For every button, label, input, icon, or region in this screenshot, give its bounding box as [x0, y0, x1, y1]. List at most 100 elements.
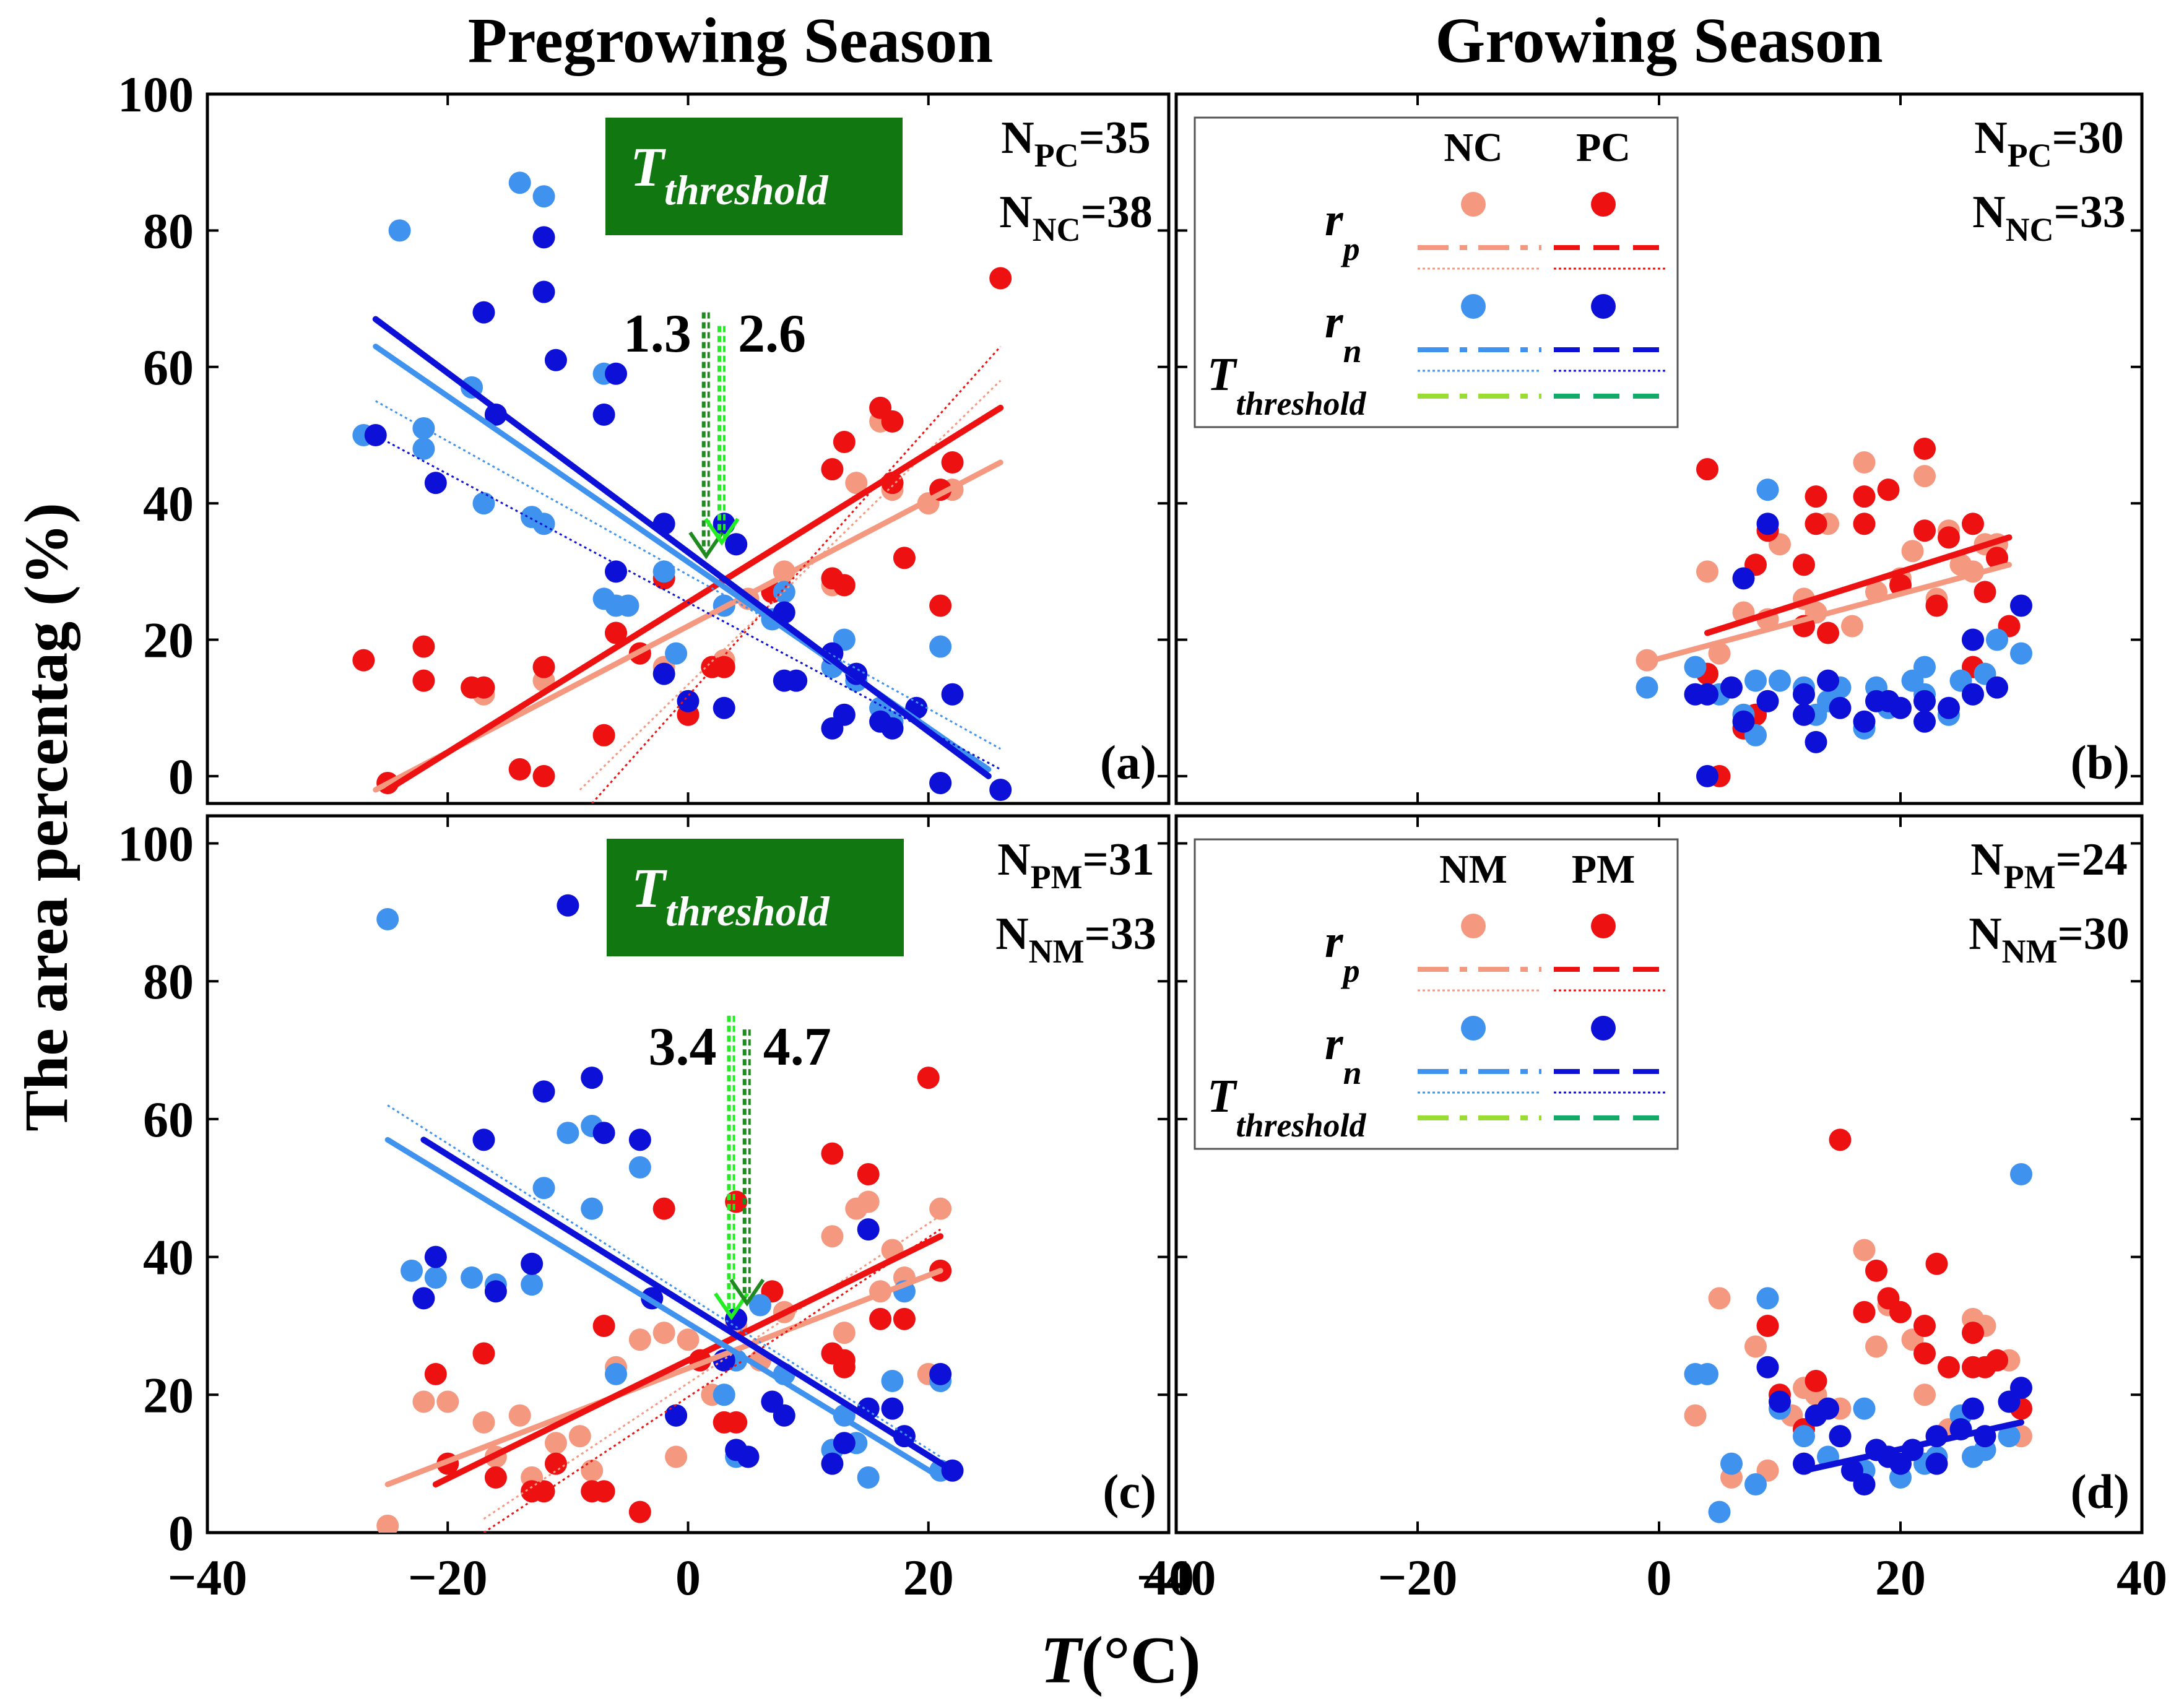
legend-marker [1591, 192, 1616, 217]
x-tick-label: −40 [1137, 1549, 1216, 1606]
y-tick-label: 80 [143, 953, 194, 1010]
point-neg_nonmain [617, 594, 639, 617]
threshold-box [605, 118, 903, 235]
point-neg_main [581, 1067, 604, 1089]
x-axis-unit: (°C) [1081, 1624, 1200, 1697]
point-pos_nonmain [1865, 1335, 1887, 1358]
point-neg_main [941, 683, 964, 706]
point-neg_main [833, 703, 856, 726]
point-neg_main [1829, 696, 1852, 719]
point-neg_main [532, 280, 555, 303]
legend-row-sub: p [1341, 230, 1360, 267]
point-neg_main [532, 226, 555, 249]
x-tick-label: 20 [1875, 1549, 1926, 1606]
point-pos_main [1913, 1314, 1936, 1337]
legend-row-main: r [1325, 915, 1344, 967]
y-tick-label: 60 [143, 1091, 194, 1148]
point-pos_main [472, 1342, 495, 1365]
point-pos_main [1793, 553, 1815, 576]
point-pos_main [1913, 519, 1936, 542]
point-pos_main [1962, 513, 1984, 535]
legend-row-label: rp [1325, 194, 1360, 267]
plot-area-c [376, 894, 964, 1533]
n-count-label: NPC=35 [1001, 113, 1151, 174]
point-neg_nonmain [472, 492, 495, 515]
threshold-value-2.6: 2.6 [738, 304, 806, 364]
fit-line-pos_main [384, 404, 1004, 793]
point-pos_nonmain [1708, 1287, 1731, 1310]
x-axis-var: T [1040, 1624, 1083, 1697]
point-neg_nonmain [1913, 656, 1936, 678]
legend-box [1194, 116, 1679, 428]
point-neg_main [1696, 683, 1718, 706]
fit-line-neg_main [420, 1136, 956, 1474]
point-pos_nonmain [1684, 1404, 1707, 1427]
point-pos_main [352, 649, 375, 672]
title-pregrowing: Pregrowing Season [468, 5, 993, 76]
point-neg_nonmain [388, 219, 411, 242]
point-neg_main [2010, 1377, 2032, 1400]
point-pos_nonmain [544, 1432, 567, 1455]
n-count-base: N [1972, 187, 2005, 238]
point-pos_main [1696, 458, 1718, 481]
point-neg_main [1962, 683, 1984, 706]
point-neg_nonmain [929, 635, 952, 658]
point-neg_nonmain [652, 560, 675, 583]
legend-row-sub: threshold [1236, 385, 1366, 422]
point-pos_main [532, 764, 555, 787]
n-count-base: N [1970, 834, 2003, 885]
x-tick-label: 0 [675, 1549, 701, 1606]
threshold-box [607, 839, 904, 956]
fit-line-dotted-pos_main [591, 345, 1002, 803]
n-count-base: N [1001, 113, 1034, 163]
point-neg_main [881, 717, 904, 740]
point-neg_main [1817, 1397, 1839, 1420]
point-pos_main [424, 1362, 447, 1385]
point-pos_main [1805, 485, 1827, 508]
point-neg_main [544, 348, 567, 371]
point-neg_nonmain [1769, 669, 1791, 692]
point-neg_nonmain [532, 1177, 555, 1200]
plot-area-a [352, 171, 1012, 803]
point-neg_nonmain [1744, 669, 1767, 692]
x-tick-label: 40 [1143, 1549, 1194, 1606]
point-pos_main [929, 594, 952, 617]
point-neg_nonmain [1720, 1452, 1743, 1475]
point-neg_nonmain [1853, 1397, 1876, 1420]
point-pos_main [893, 547, 916, 569]
legend-marker [1461, 914, 1486, 938]
point-neg_main [628, 1128, 651, 1151]
point-pos_main [1913, 1342, 1936, 1365]
n-count-value: =24 [2056, 834, 2128, 885]
point-neg_main [424, 1245, 447, 1268]
point-pos_main [869, 1307, 892, 1330]
y-tick-label: 0 [168, 748, 194, 805]
legend-marker [1591, 294, 1616, 319]
y-tick-label: 80 [143, 202, 194, 259]
legend-row-label: rn [1325, 296, 1362, 370]
point-neg_nonmain [2010, 1163, 2032, 1185]
point-pos_main [652, 1197, 675, 1220]
point-pos_main [472, 676, 495, 699]
threshold-box-label: Tthreshold [631, 858, 830, 935]
point-pos_main [592, 724, 615, 747]
x-tick-label: −20 [408, 1549, 488, 1606]
point-pos_nonmain [1708, 642, 1731, 665]
legend-marker [1591, 914, 1616, 938]
n-count-base: N [999, 187, 1032, 238]
legend-marker [1461, 192, 1486, 217]
point-neg_nonmain [532, 185, 555, 208]
point-pos_nonmain [1901, 540, 1924, 563]
point-neg_nonmain [1744, 1473, 1767, 1496]
point-pos_main [1889, 1301, 1912, 1323]
legend-marker [1591, 1016, 1616, 1041]
point-pos_main [544, 1452, 567, 1475]
point-neg_main [713, 696, 735, 719]
n-count-sub: PM [1031, 859, 1083, 896]
point-neg_nonmain [508, 171, 531, 194]
point-pos_main [628, 1500, 651, 1523]
point-pos_main [833, 1356, 856, 1379]
fit-line-pos_main [1704, 534, 2013, 636]
